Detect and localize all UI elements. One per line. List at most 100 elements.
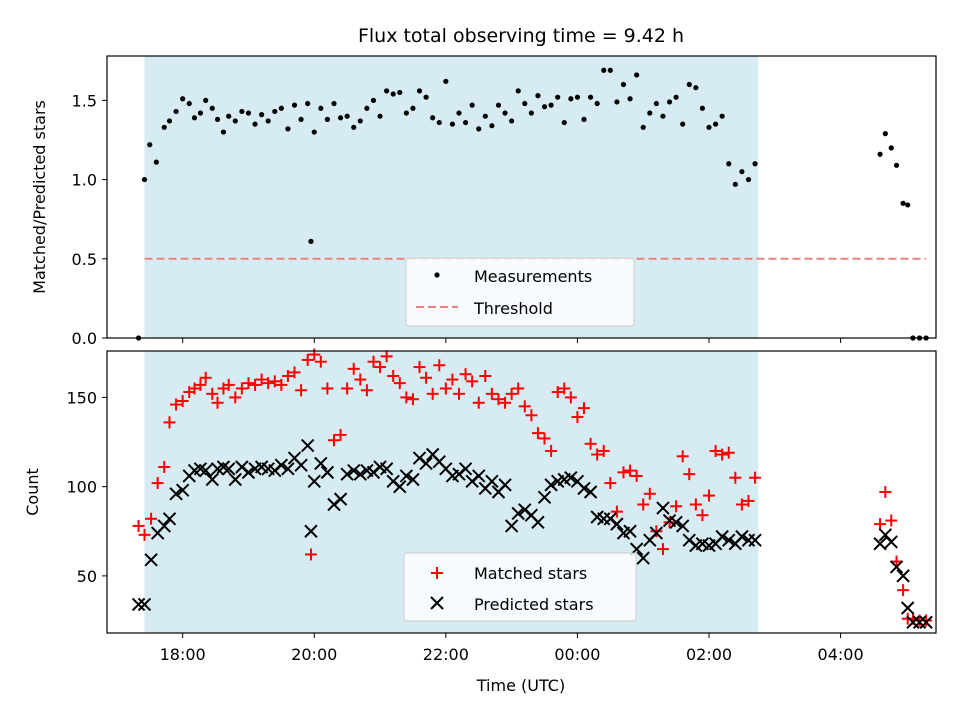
- measurement-point: [516, 88, 521, 93]
- measurement-point: [437, 120, 442, 125]
- measurement-point: [883, 131, 888, 136]
- measurement-point: [614, 99, 619, 104]
- measurement-point: [384, 88, 389, 93]
- measurement-point: [706, 125, 711, 130]
- measurement-point: [246, 110, 251, 115]
- measurements-legend-marker: [434, 272, 439, 277]
- chart-title: Flux total observing time = 9.42 h: [358, 25, 684, 47]
- threshold-legend-label: Threshold: [473, 299, 553, 318]
- measurement-point: [634, 72, 639, 77]
- measurement-point: [417, 88, 422, 93]
- measurement-point: [226, 114, 231, 119]
- measurement-point: [292, 103, 297, 108]
- measurement-point: [700, 106, 705, 111]
- measurement-point: [351, 125, 356, 130]
- y-tick-label: 0.0: [72, 329, 97, 348]
- measurement-point: [147, 142, 152, 147]
- measurement-point: [575, 95, 580, 100]
- measurement-point: [496, 103, 501, 108]
- measurement-point: [203, 98, 208, 103]
- measurement-point: [285, 126, 290, 131]
- measurement-point: [305, 101, 310, 106]
- measurement-point: [198, 110, 203, 115]
- measurement-point: [595, 101, 600, 106]
- measurement-point: [331, 101, 336, 106]
- y-tick-label: 1.5: [72, 91, 97, 110]
- measurement-point: [752, 161, 757, 166]
- measurement-point: [239, 109, 244, 114]
- measurement-point: [535, 93, 540, 98]
- measurement-point: [746, 177, 751, 182]
- measurement-point: [259, 112, 264, 117]
- measurement-point: [410, 106, 415, 111]
- measurement-point: [450, 122, 455, 127]
- measurement-point: [154, 160, 159, 165]
- measurement-point: [502, 110, 507, 115]
- measurement-point: [423, 95, 428, 100]
- predicted-legend-label: Predicted stars: [474, 595, 594, 614]
- measurement-point: [621, 82, 626, 87]
- measurement-point: [654, 101, 659, 106]
- measurement-point: [562, 120, 567, 125]
- measurement-point: [221, 129, 226, 134]
- measurement-point: [905, 202, 910, 207]
- measurement-point: [901, 201, 906, 206]
- measurement-point: [430, 115, 435, 120]
- measurement-point: [627, 96, 632, 101]
- matched-legend-label: Matched stars: [474, 564, 587, 583]
- measurement-point: [522, 101, 527, 106]
- measurement-point: [555, 95, 560, 100]
- measurement-point: [192, 115, 197, 120]
- measurements-legend-label: Measurements: [474, 267, 592, 286]
- figure: Flux total observing time = 9.42 h 0.0 0.…: [0, 0, 960, 720]
- count-y-axis-label: Count: [23, 468, 42, 516]
- ratio-y-axis-label: Matched/Predicted stars: [30, 100, 49, 294]
- measurement-point: [358, 118, 363, 123]
- measurement-point: [713, 122, 718, 127]
- measurement-point: [371, 98, 376, 103]
- measurement-point: [266, 118, 271, 123]
- measurement-point: [483, 114, 488, 119]
- y-tick-label: 0.5: [72, 250, 97, 269]
- measurement-point: [279, 106, 284, 111]
- measurement-point: [647, 110, 652, 115]
- measurement-point: [889, 145, 894, 150]
- measurement-point: [443, 79, 448, 84]
- measurement-point: [318, 106, 323, 111]
- y-tick-label: 150: [66, 388, 97, 407]
- x-axis-label: Time (UTC): [476, 676, 565, 695]
- measurement-point: [338, 115, 343, 120]
- ratio-legend: Measurements Threshold: [406, 258, 634, 326]
- measurement-point: [733, 182, 738, 187]
- measurement-point: [720, 114, 725, 119]
- measurement-point: [608, 68, 613, 73]
- measurement-point: [345, 114, 350, 119]
- measurement-point: [377, 114, 382, 119]
- measurement-point: [739, 169, 744, 174]
- measurement-point: [233, 118, 238, 123]
- measurement-point: [581, 117, 586, 122]
- measurement-point: [298, 117, 303, 122]
- measurement-point: [252, 122, 257, 127]
- measurement-point: [142, 177, 147, 182]
- measurement-point: [894, 163, 899, 168]
- measurement-point: [162, 125, 167, 130]
- x-tick-label: 00:00: [554, 645, 600, 664]
- measurement-point: [641, 125, 646, 130]
- measurement-point: [167, 118, 172, 123]
- measurement-point: [187, 101, 192, 106]
- measurement-point: [456, 110, 461, 115]
- x-tick-label: 02:00: [686, 645, 732, 664]
- y-tick-label: 100: [66, 478, 97, 497]
- measurement-point: [726, 161, 731, 166]
- measurement-point: [489, 123, 494, 128]
- measurement-point: [660, 114, 665, 119]
- measurement-point: [391, 91, 396, 96]
- measurement-point: [180, 96, 185, 101]
- y-tick-label: 50: [77, 567, 97, 586]
- measurement-point: [877, 152, 882, 157]
- measurement-point: [549, 103, 554, 108]
- measurement-point: [542, 104, 547, 109]
- measurement-point: [588, 95, 593, 100]
- measurement-point: [397, 90, 402, 95]
